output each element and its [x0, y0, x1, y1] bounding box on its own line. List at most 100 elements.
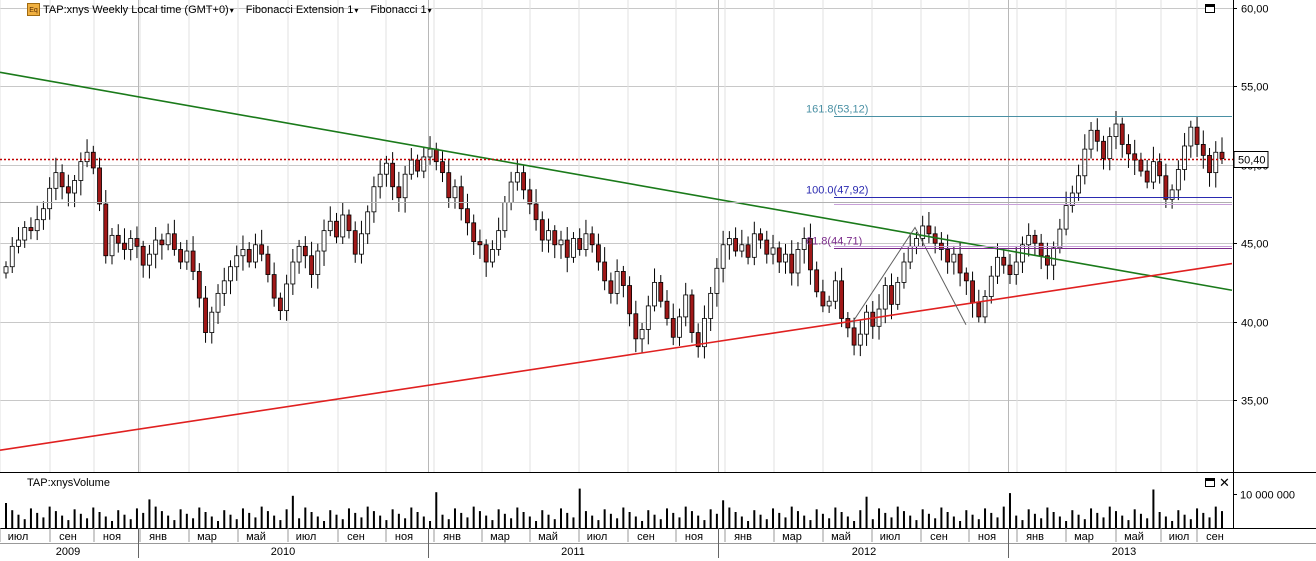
- month-label: янв: [1026, 531, 1044, 543]
- fibonacci-dropdown[interactable]: Fibonacci 1 ▾: [370, 4, 431, 16]
- volume-bar: [684, 506, 687, 528]
- candle-up: [128, 238, 134, 250]
- candle-up: [726, 238, 732, 246]
- candle-up: [920, 225, 926, 239]
- volume-bar: [435, 492, 438, 528]
- volume-bar: [516, 507, 519, 528]
- volume-bar: [210, 516, 213, 528]
- candle-up: [228, 266, 233, 282]
- candle-down: [302, 245, 308, 257]
- volume-bar: [1090, 508, 1093, 528]
- candle-down: [814, 269, 820, 293]
- volume-bar: [154, 506, 157, 528]
- candle-up: [408, 159, 414, 175]
- month-label: мар: [490, 531, 510, 543]
- month-label: ноя: [978, 531, 996, 543]
- candle-down: [352, 230, 358, 255]
- candle-up: [995, 256, 1000, 277]
- volume-bar: [909, 515, 912, 528]
- candle-up: [546, 230, 551, 241]
- candle-down: [309, 255, 314, 275]
- candle-down: [870, 311, 876, 327]
- candle-down: [851, 327, 857, 346]
- volume-bar: [553, 519, 556, 528]
- price-tick-label: 60,00: [1241, 4, 1269, 16]
- candle-down: [28, 227, 34, 232]
- volume-bar: [466, 517, 469, 528]
- year-label: 2009: [56, 546, 80, 558]
- year-label: 2012: [852, 546, 876, 558]
- candle-down: [695, 332, 701, 348]
- candle-up: [1169, 189, 1175, 200]
- candle-up: [895, 281, 901, 305]
- volume-bar: [366, 506, 369, 528]
- volume-pane-title: TAP:xnysVolume: [27, 477, 110, 489]
- volume-bar: [235, 519, 238, 528]
- volume-bar: [1071, 510, 1074, 528]
- candle-up: [421, 156, 427, 172]
- symbol-menu-icon[interactable]: Eq: [27, 3, 40, 16]
- volume-bar: [104, 516, 107, 528]
- candle-down: [190, 250, 196, 272]
- volume-bar: [940, 507, 943, 528]
- volume-bar: [547, 514, 550, 528]
- volume-bar: [815, 509, 818, 528]
- volume-bar: [672, 512, 675, 528]
- volume-bar: [179, 509, 182, 528]
- candle-up: [184, 250, 190, 263]
- candle-down: [552, 230, 558, 246]
- volume-bar: [447, 519, 450, 528]
- volume-bar: [391, 509, 394, 528]
- volume-bar: [497, 509, 500, 528]
- volume-bar: [329, 510, 332, 528]
- symbol-title-dropdown[interactable]: TAP:xnys Weekly Local time (GMT+0) ▾: [43, 4, 234, 16]
- volume-bar: [173, 520, 176, 528]
- month-label: мар: [782, 531, 802, 543]
- candle-up: [683, 294, 689, 318]
- price-tick-label: 45,00: [1241, 239, 1269, 251]
- volume-bar: [522, 512, 525, 528]
- close-volume-pane-icon[interactable]: ✕: [1219, 475, 1230, 490]
- candle-down: [664, 300, 670, 319]
- volume-bar: [217, 521, 220, 528]
- volume-bar: [990, 512, 993, 528]
- volume-bar: [279, 520, 282, 528]
- volume-bar: [316, 516, 319, 528]
- maximize-volume-pane-icon[interactable]: [1205, 478, 1215, 487]
- candle-up: [783, 253, 788, 263]
- fib-extension-dropdown[interactable]: Fibonacci Extension 1 ▾: [246, 4, 359, 16]
- green-resistance-trendline: [0, 71, 1233, 292]
- volume-bar: [429, 521, 432, 528]
- candle-down: [390, 162, 396, 188]
- candle-down: [945, 249, 951, 263]
- candle-up: [508, 181, 514, 203]
- candle-up: [1107, 136, 1113, 159]
- candle-up: [147, 253, 152, 266]
- candle-down: [1207, 154, 1212, 174]
- candle-up: [832, 280, 838, 302]
- candle-down: [1038, 242, 1044, 257]
- year-label: 2013: [1112, 546, 1136, 558]
- volume-bar: [834, 507, 837, 528]
- candle-up: [1213, 151, 1219, 174]
- candle-up: [402, 173, 408, 199]
- maximize-pane-icon[interactable]: [1205, 4, 1215, 13]
- volume-bar: [747, 521, 750, 528]
- volume-bar: [884, 512, 887, 528]
- fib-level-label: 100.0(47,92): [806, 185, 868, 197]
- year-label: 2010: [271, 546, 295, 558]
- candle-up: [452, 186, 458, 199]
- volume-bar: [422, 516, 425, 528]
- volume-bar: [996, 517, 999, 528]
- candle-down: [446, 172, 452, 199]
- volume-bar: [1158, 512, 1161, 528]
- candle-up: [340, 214, 346, 238]
- volume-bar: [1002, 506, 1005, 528]
- volume-bar: [254, 517, 257, 528]
- candle-up: [1175, 169, 1181, 191]
- volume-bar: [690, 511, 693, 528]
- volume-bar: [123, 514, 126, 528]
- volume-bar: [915, 520, 918, 528]
